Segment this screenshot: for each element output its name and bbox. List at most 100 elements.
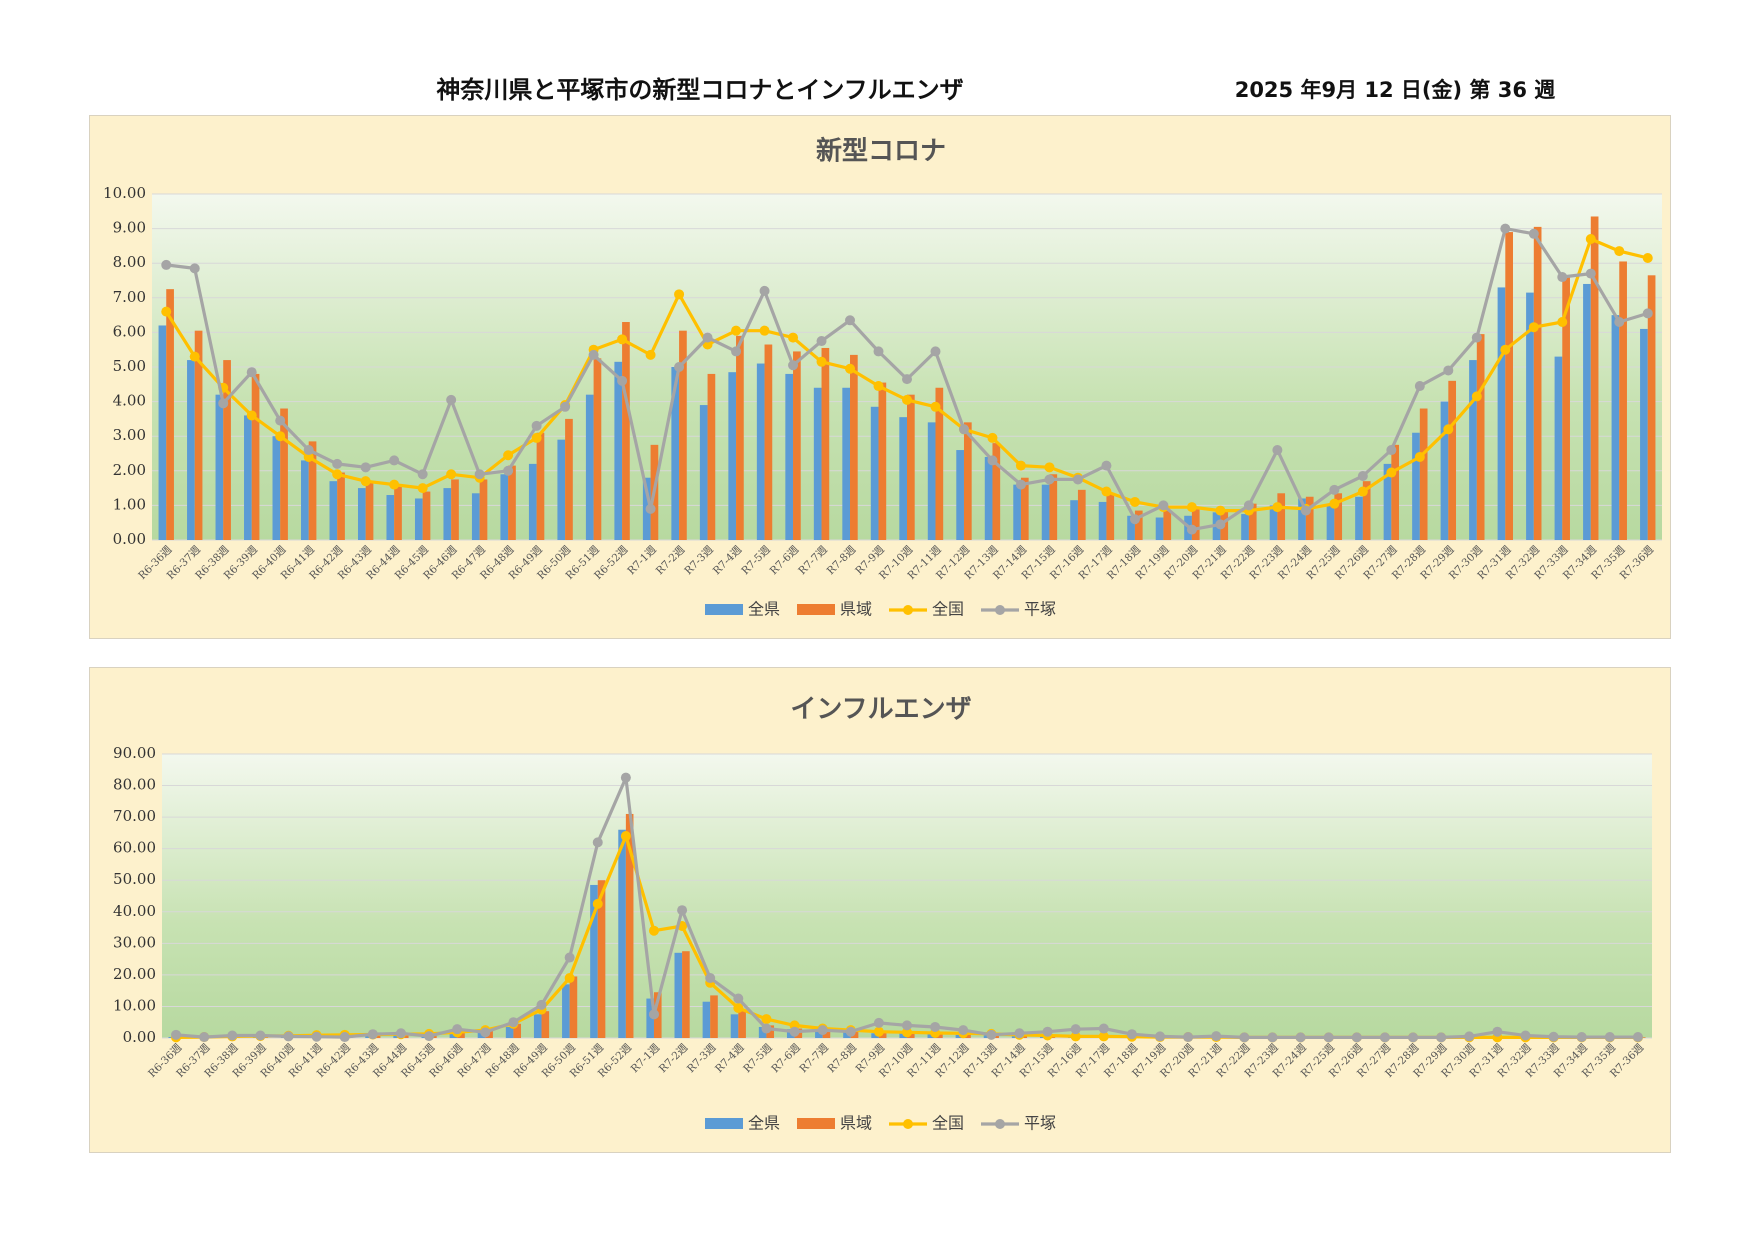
flu-y-tick-label: 70.00 (113, 807, 156, 825)
covid-point-hiratsuka (560, 401, 571, 412)
covid-point-zenkoku (1642, 253, 1653, 264)
flu-point-hiratsuka (648, 1009, 659, 1020)
flu-bar-zenken (730, 1014, 739, 1038)
covid-point-zenkoku (816, 356, 827, 367)
covid-bar-zenken (1127, 515, 1135, 540)
covid-bar-zenken (899, 417, 907, 540)
covid-bar-zenken (728, 372, 737, 540)
flu-point-hiratsuka (1604, 1032, 1615, 1043)
covid-bar-kenki (1448, 380, 1457, 540)
flu-bar-kenki (597, 880, 606, 1038)
flu-bar-zenken (618, 829, 626, 1038)
covid-point-zenkoku (1585, 233, 1596, 244)
covid-point-hiratsuka (1443, 365, 1454, 376)
flu-point-hiratsuka (199, 1032, 210, 1043)
flu-bar-kenki (682, 951, 690, 1038)
flu-legend-swatch (705, 1118, 743, 1129)
flu-legend-marker (903, 1119, 913, 1129)
covid-bar-kenki (679, 330, 687, 540)
flu-point-hiratsuka (1520, 1030, 1531, 1041)
covid-bar-kenki (1305, 496, 1314, 540)
covid-point-hiratsuka (759, 285, 770, 296)
covid-x-tick-label: R7-5週 (739, 543, 773, 577)
flu-point-hiratsuka (171, 1029, 182, 1040)
covid-legend-label: 県域 (840, 600, 872, 619)
covid-point-hiratsuka (816, 336, 827, 347)
flu-bar-zenken (449, 1033, 458, 1038)
covid-bar-kenki (251, 373, 260, 540)
covid-bar-kenki (536, 432, 545, 540)
flu-bar-kenki (541, 1011, 550, 1038)
covid-point-zenkoku (1129, 496, 1140, 507)
covid-x-tick-label: R7-6週 (768, 543, 802, 577)
covid-point-zenkoku (161, 306, 172, 317)
covid-point-hiratsuka (1158, 500, 1169, 511)
covid-point-hiratsuka (731, 346, 742, 357)
covid-bar-kenki (508, 465, 516, 540)
covid-point-hiratsuka (417, 469, 428, 480)
flu-bar-zenken (674, 952, 683, 1038)
covid-x-tick-label: R7-8週 (825, 543, 859, 577)
flu-x-tick-label: R7-4週 (713, 1041, 747, 1075)
covid-point-hiratsuka (1072, 474, 1083, 485)
covid-point-hiratsuka (389, 455, 400, 466)
flu-point-hiratsuka (986, 1029, 997, 1040)
covid-point-hiratsuka (1614, 317, 1625, 328)
covid-bar-zenken (614, 361, 623, 540)
flu-x-tick-label: R7-8週 (826, 1041, 860, 1075)
covid-bar-kenki (194, 330, 203, 540)
flu-point-hiratsuka (536, 999, 547, 1010)
flu-point-hiratsuka (1267, 1032, 1278, 1043)
covid-point-hiratsuka (702, 332, 713, 343)
covid-bar-zenken (1098, 501, 1107, 540)
covid-bar-kenki (166, 289, 174, 540)
covid-bar-kenki (793, 351, 801, 540)
flu-point-hiratsuka (902, 1020, 912, 1031)
influenza-chart-panel: インフルエンザ 0.00 10.00 20.00 30.00 40.00 50.00 60.0… (89, 667, 1671, 1153)
flu-x-tick-label: R7-7週 (797, 1041, 831, 1075)
flu-point-hiratsuka (1492, 1026, 1503, 1037)
covid-bar-kenki (1163, 510, 1172, 540)
flu-point-hiratsuka (1155, 1031, 1166, 1042)
covid-legend-item-hiratsuka: 平塚 (981, 600, 1056, 619)
covid-point-zenkoku (1186, 502, 1197, 513)
flu-point-hiratsuka (283, 1031, 294, 1042)
covid-point-hiratsuka (958, 424, 969, 435)
flu-point-hiratsuka (873, 1017, 884, 1028)
covid-point-hiratsuka (161, 259, 172, 270)
covid-point-hiratsuka (474, 469, 485, 480)
covid-point-zenkoku (446, 469, 457, 480)
covid-point-hiratsuka (1528, 228, 1539, 239)
covid-bar-zenken (1583, 283, 1591, 540)
covid-bar-zenken (870, 406, 879, 540)
flu-point-hiratsuka (817, 1025, 828, 1036)
flu-point-zenkoku (733, 1003, 744, 1014)
flu-bar-zenken (590, 884, 598, 1038)
covid-x-tick-label: R7-7週 (796, 543, 830, 577)
covid-y-tick-label: 1.00 (113, 495, 146, 513)
flu-legend-label: 県域 (840, 1114, 872, 1133)
flu-point-hiratsuka (1632, 1032, 1643, 1043)
flu-point-hiratsuka (339, 1032, 350, 1043)
covid-point-zenkoku (275, 431, 286, 442)
covid-point-hiratsuka (1329, 484, 1340, 495)
flu-legend-label: 平塚 (1024, 1114, 1056, 1133)
covid-y-tick-label: 6.00 (113, 322, 146, 340)
covid-point-zenkoku (1614, 246, 1625, 257)
covid-point-zenkoku (1443, 424, 1454, 435)
covid-bar-kenki (422, 491, 431, 540)
covid-point-zenkoku (1215, 505, 1226, 516)
covid-bar-zenken (1355, 496, 1363, 540)
covid-point-hiratsuka (218, 398, 229, 409)
covid-bar-zenken (1013, 484, 1021, 540)
flu-point-hiratsuka (424, 1031, 435, 1042)
flu-y-tick-label: 50.00 (113, 870, 156, 888)
covid-bar-kenki (394, 486, 402, 540)
covid-bar-zenken (956, 450, 964, 540)
covid-bar-kenki (1077, 489, 1086, 540)
covid-bar-kenki (736, 335, 744, 540)
covid-point-zenkoku (531, 432, 542, 443)
flu-legend-label: 全国 (932, 1114, 964, 1133)
covid-bar-kenki (1049, 474, 1058, 540)
flu-x-tick-label: R7-6週 (769, 1041, 803, 1075)
